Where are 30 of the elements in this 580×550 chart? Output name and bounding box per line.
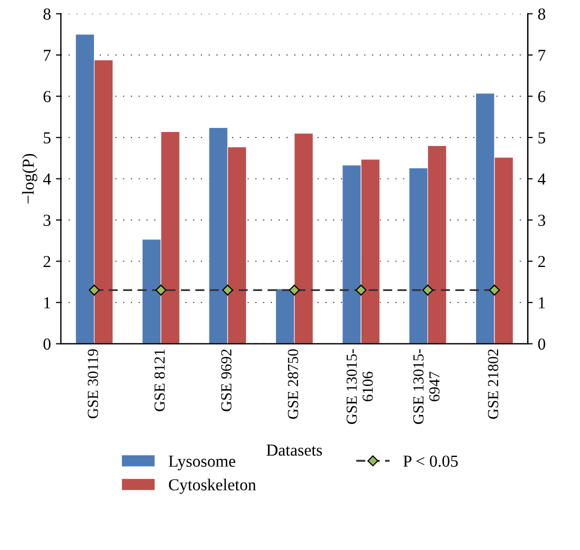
x-tick-label: GSE 13015- 6106: [346, 349, 373, 424]
y2-tick-label: 5: [538, 132, 546, 144]
y2-tick-label: 0: [538, 338, 546, 350]
y-axis-title: −log(P): [22, 154, 38, 204]
y2-tick-label: 2: [538, 256, 545, 268]
y-tick-label: 0: [43, 338, 51, 350]
y2-tick-label: 1: [538, 297, 545, 308]
y2-tick-label: 3: [538, 214, 546, 226]
y-tick-label: 7: [44, 50, 51, 61]
y-tick-label: 1: [44, 297, 50, 308]
x-tick-label: GSE 8121: [154, 350, 165, 412]
y-tick-label: 2: [44, 256, 50, 268]
x-tick-label: GSE 9692: [221, 349, 232, 412]
y-tick-label: 5: [44, 132, 51, 144]
x-tick-label: GSE 21802: [488, 349, 498, 419]
legend-label: Lysosome: [168, 456, 236, 470]
y-tick-label: 8: [43, 8, 51, 20]
x-tick-label: GSE 30119: [88, 349, 98, 418]
y2-tick-label: 7: [538, 50, 546, 61]
y-tick-label: 6: [44, 90, 51, 102]
x-axis-title: Datasets: [266, 444, 322, 456]
x-tick-label: GSE 13015- 6947: [413, 349, 440, 424]
y2-tick-label: 4: [538, 174, 546, 185]
y2-tick-label: 6: [538, 90, 546, 102]
y-tick-label: 4: [43, 174, 51, 185]
legend-label: P < 0.05: [403, 456, 458, 467]
y-tick-label: 3: [44, 214, 51, 226]
y2-tick-label: 8: [538, 8, 546, 20]
legend-label: Cytoskeleton: [168, 478, 256, 494]
x-tick-label: GSE 28750: [288, 349, 298, 419]
